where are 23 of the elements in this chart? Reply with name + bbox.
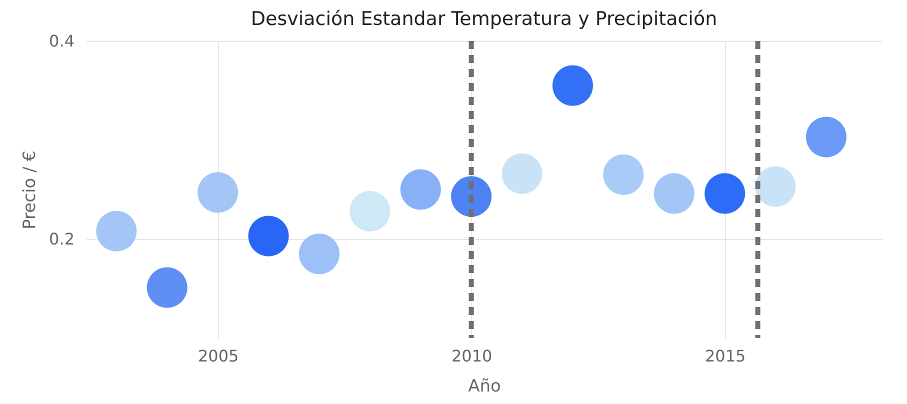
point — [146, 267, 188, 308]
point — [654, 173, 694, 214]
point — [704, 173, 746, 214]
point — [451, 176, 492, 217]
x-axis-title: Año — [468, 376, 501, 396]
point — [198, 172, 238, 213]
y-tick-label: 0.2 — [49, 230, 74, 248]
point — [248, 216, 289, 256]
point — [552, 65, 594, 106]
x-tick-label: 2005 — [198, 346, 239, 366]
point — [96, 210, 137, 252]
x-tick-label: 2015 — [704, 346, 746, 366]
y-axis-title: Precio / € — [20, 150, 40, 230]
point — [400, 169, 441, 210]
point — [502, 153, 542, 194]
x-tick-label: 2010 — [451, 346, 492, 366]
point — [298, 234, 340, 274]
point — [350, 191, 390, 232]
point — [755, 166, 796, 207]
y-tick-label: 0.4 — [49, 32, 74, 50]
point — [806, 116, 847, 158]
chart-title: Desviación Estandar Temperatura y Precipitación — [250, 8, 718, 30]
point — [603, 154, 644, 195]
